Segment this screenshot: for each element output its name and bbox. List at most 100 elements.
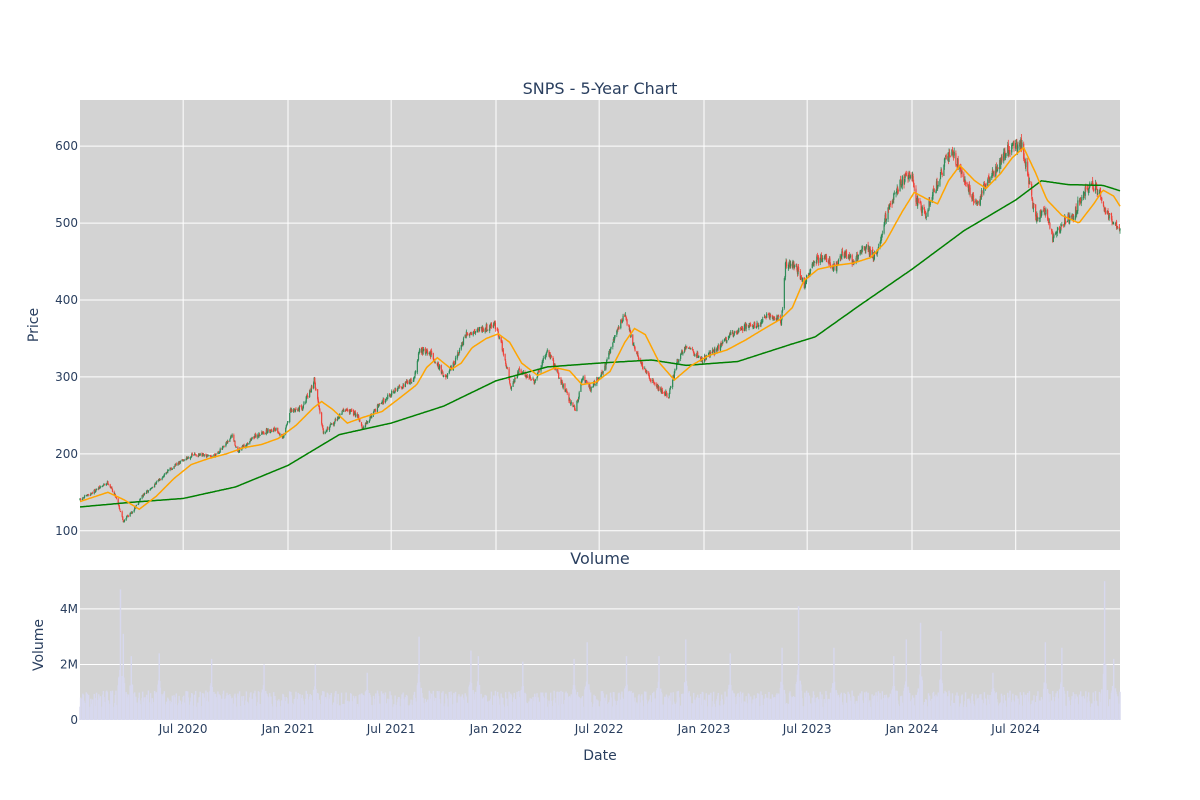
candlestick[interactable]: [737, 329, 739, 335]
candlestick[interactable]: [534, 378, 536, 383]
candlestick[interactable]: [800, 274, 803, 280]
candlestick[interactable]: [723, 338, 726, 342]
candlestick[interactable]: [673, 370, 675, 379]
candlestick[interactable]: [905, 170, 907, 177]
candlestick[interactable]: [267, 428, 269, 434]
candlestick[interactable]: [612, 342, 614, 350]
candlestick[interactable]: [976, 200, 979, 207]
candlestick[interactable]: [167, 468, 169, 474]
candlestick[interactable]: [118, 505, 120, 510]
candlestick[interactable]: [698, 355, 700, 359]
candlestick[interactable]: [1065, 220, 1067, 224]
candlestick[interactable]: [259, 434, 261, 437]
candlestick[interactable]: [861, 245, 864, 253]
candlestick[interactable]: [285, 427, 287, 436]
candlestick[interactable]: [167, 469, 169, 472]
candlestick[interactable]: [1080, 201, 1082, 207]
candlestick[interactable]: [566, 388, 568, 393]
candlestick[interactable]: [1088, 188, 1090, 196]
candlestick[interactable]: [662, 391, 664, 394]
candlestick[interactable]: [134, 506, 136, 511]
candlestick[interactable]: [431, 348, 433, 355]
candlestick[interactable]: [163, 472, 165, 478]
candlestick[interactable]: [1016, 138, 1018, 154]
candlestick[interactable]: [1093, 187, 1095, 193]
candlestick[interactable]: [674, 368, 676, 374]
candlestick[interactable]: [529, 374, 531, 380]
candlestick[interactable]: [427, 349, 429, 356]
candlestick[interactable]: [578, 390, 580, 400]
candlestick[interactable]: [913, 179, 915, 188]
candlestick[interactable]: [99, 485, 102, 488]
candlestick[interactable]: [817, 254, 820, 266]
candlestick[interactable]: [912, 173, 914, 184]
candlestick[interactable]: [1031, 196, 1033, 201]
candlestick[interactable]: [770, 313, 772, 317]
candlestick[interactable]: [893, 190, 895, 195]
candlestick[interactable]: [977, 200, 979, 205]
candlestick[interactable]: [689, 346, 691, 350]
candlestick[interactable]: [191, 452, 193, 457]
candlestick[interactable]: [632, 334, 634, 346]
candlestick[interactable]: [574, 407, 576, 412]
candlestick[interactable]: [230, 434, 232, 439]
candlestick[interactable]: [375, 409, 377, 412]
candlestick[interactable]: [303, 401, 305, 406]
candlestick[interactable]: [135, 504, 138, 507]
candlestick[interactable]: [777, 314, 779, 321]
candlestick[interactable]: [307, 395, 309, 399]
candlestick[interactable]: [903, 178, 906, 185]
candlestick[interactable]: [464, 334, 466, 339]
candlestick[interactable]: [581, 378, 583, 383]
candlestick[interactable]: [669, 387, 671, 395]
candlestick[interactable]: [556, 368, 559, 374]
candlestick[interactable]: [782, 306, 784, 313]
candlestick[interactable]: [648, 372, 650, 379]
candlestick[interactable]: [299, 405, 301, 408]
candlestick[interactable]: [1044, 205, 1046, 214]
candlestick[interactable]: [764, 315, 766, 318]
candlestick[interactable]: [434, 362, 437, 364]
candlestick[interactable]: [980, 187, 983, 200]
candlestick[interactable]: [859, 249, 861, 256]
candlestick[interactable]: [863, 246, 865, 251]
candlestick[interactable]: [1015, 139, 1017, 152]
candlestick[interactable]: [821, 255, 824, 263]
candlestick[interactable]: [758, 322, 760, 330]
candlestick[interactable]: [530, 378, 532, 381]
candlestick[interactable]: [1033, 203, 1035, 208]
candlestick[interactable]: [293, 408, 295, 413]
candlestick[interactable]: [1004, 147, 1006, 161]
candlestick[interactable]: [424, 347, 426, 355]
candlestick[interactable]: [932, 188, 934, 200]
candlestick[interactable]: [900, 179, 902, 188]
candlestick[interactable]: [122, 516, 124, 520]
candlestick[interactable]: [763, 314, 766, 319]
candlestick[interactable]: [1045, 207, 1047, 216]
candlestick[interactable]: [504, 353, 506, 361]
candlestick[interactable]: [458, 353, 460, 356]
candlestick[interactable]: [195, 454, 197, 457]
candlestick[interactable]: [1105, 207, 1107, 215]
candlestick[interactable]: [949, 155, 951, 158]
candlestick[interactable]: [921, 205, 923, 216]
candlestick[interactable]: [415, 370, 417, 375]
candlestick[interactable]: [207, 454, 209, 457]
candlestick[interactable]: [223, 445, 225, 448]
candlestick[interactable]: [254, 432, 257, 435]
candlestick[interactable]: [945, 153, 947, 160]
candlestick[interactable]: [760, 318, 763, 325]
candlestick[interactable]: [238, 447, 241, 453]
candlestick[interactable]: [127, 515, 130, 518]
candlestick[interactable]: [784, 275, 786, 282]
candlestick[interactable]: [995, 162, 997, 175]
candlestick[interactable]: [231, 433, 233, 438]
candlestick[interactable]: [937, 184, 939, 191]
candlestick[interactable]: [391, 389, 393, 397]
candlestick[interactable]: [750, 323, 752, 327]
candlestick[interactable]: [658, 386, 660, 392]
candlestick[interactable]: [602, 370, 604, 376]
candlestick[interactable]: [461, 341, 463, 347]
candlestick[interactable]: [851, 253, 853, 267]
